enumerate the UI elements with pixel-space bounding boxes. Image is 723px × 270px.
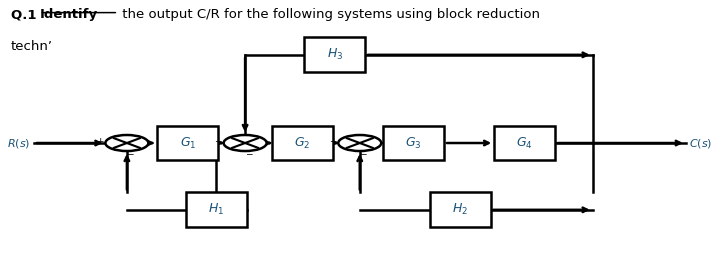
- Text: $\mathit{G}_{4}$: $\mathit{G}_{4}$: [516, 136, 533, 151]
- FancyBboxPatch shape: [272, 126, 333, 160]
- Text: $\mathit{G}_{2}$: $\mathit{G}_{2}$: [294, 136, 311, 151]
- FancyBboxPatch shape: [383, 126, 444, 160]
- FancyBboxPatch shape: [429, 193, 490, 227]
- Text: the output C/R for the following systems using block reduction: the output C/R for the following systems…: [119, 8, 540, 21]
- FancyBboxPatch shape: [186, 193, 247, 227]
- Text: $\mathit{H}_{2}$: $\mathit{H}_{2}$: [452, 202, 468, 217]
- Text: $\mathit{H}_{3}$: $\mathit{H}_{3}$: [327, 47, 343, 62]
- Text: $\mathit{G}_{3}$: $\mathit{G}_{3}$: [405, 136, 422, 151]
- Circle shape: [106, 135, 148, 151]
- Text: $\mathit{C(s)}$: $\mathit{C(s)}$: [689, 137, 713, 150]
- Text: −: −: [359, 149, 367, 158]
- Text: Q.1: Q.1: [11, 8, 41, 21]
- FancyBboxPatch shape: [494, 126, 555, 160]
- Text: −: −: [127, 149, 134, 158]
- Text: Identify: Identify: [40, 8, 98, 21]
- Text: +: +: [329, 137, 337, 146]
- Text: +: +: [215, 137, 222, 146]
- Text: $\mathit{H}_{1}$: $\mathit{H}_{1}$: [208, 202, 225, 217]
- Text: $\mathit{G}_{1}$: $\mathit{G}_{1}$: [179, 136, 196, 151]
- Text: +: +: [96, 137, 104, 146]
- Text: technʼ: technʼ: [11, 40, 53, 53]
- Text: −: −: [244, 149, 252, 158]
- FancyBboxPatch shape: [304, 38, 365, 72]
- Circle shape: [338, 135, 381, 151]
- FancyBboxPatch shape: [158, 126, 218, 160]
- Text: $\mathit{R(s)}$: $\mathit{R(s)}$: [7, 137, 30, 150]
- Circle shape: [223, 135, 267, 151]
